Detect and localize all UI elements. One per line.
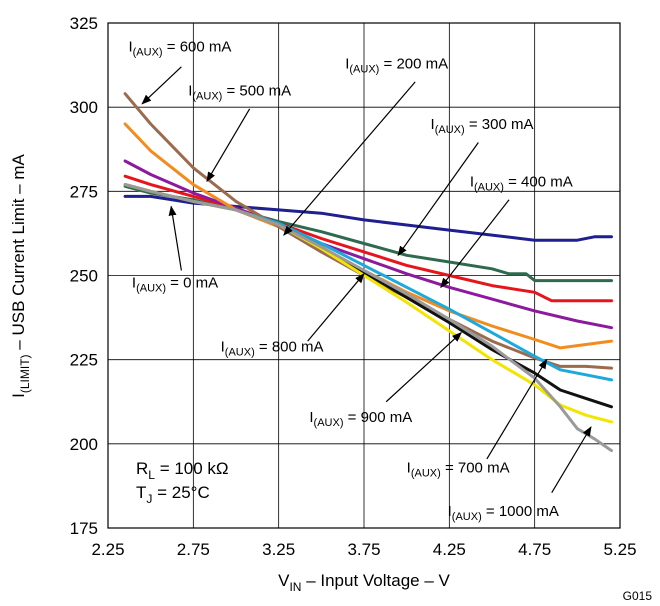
y-tick-label: 250 (70, 267, 98, 286)
x-tick-label: 2.75 (177, 540, 210, 559)
x-tick-label: 5.25 (603, 540, 636, 559)
y-tick-label: 175 (70, 519, 98, 538)
x-tick-label: 4.75 (518, 540, 551, 559)
y-tick-label: 325 (70, 14, 98, 33)
y-tick-label: 300 (70, 98, 98, 117)
x-tick-label: 3.75 (347, 540, 380, 559)
x-tick-label: 4.25 (433, 540, 466, 559)
y-tick-label: 200 (70, 435, 98, 454)
figure-code: G015 (623, 589, 653, 603)
y-tick-label: 275 (70, 182, 98, 201)
x-tick-label: 2.25 (91, 540, 124, 559)
y-tick-label: 225 (70, 351, 98, 370)
x-tick-label: 3.25 (262, 540, 295, 559)
